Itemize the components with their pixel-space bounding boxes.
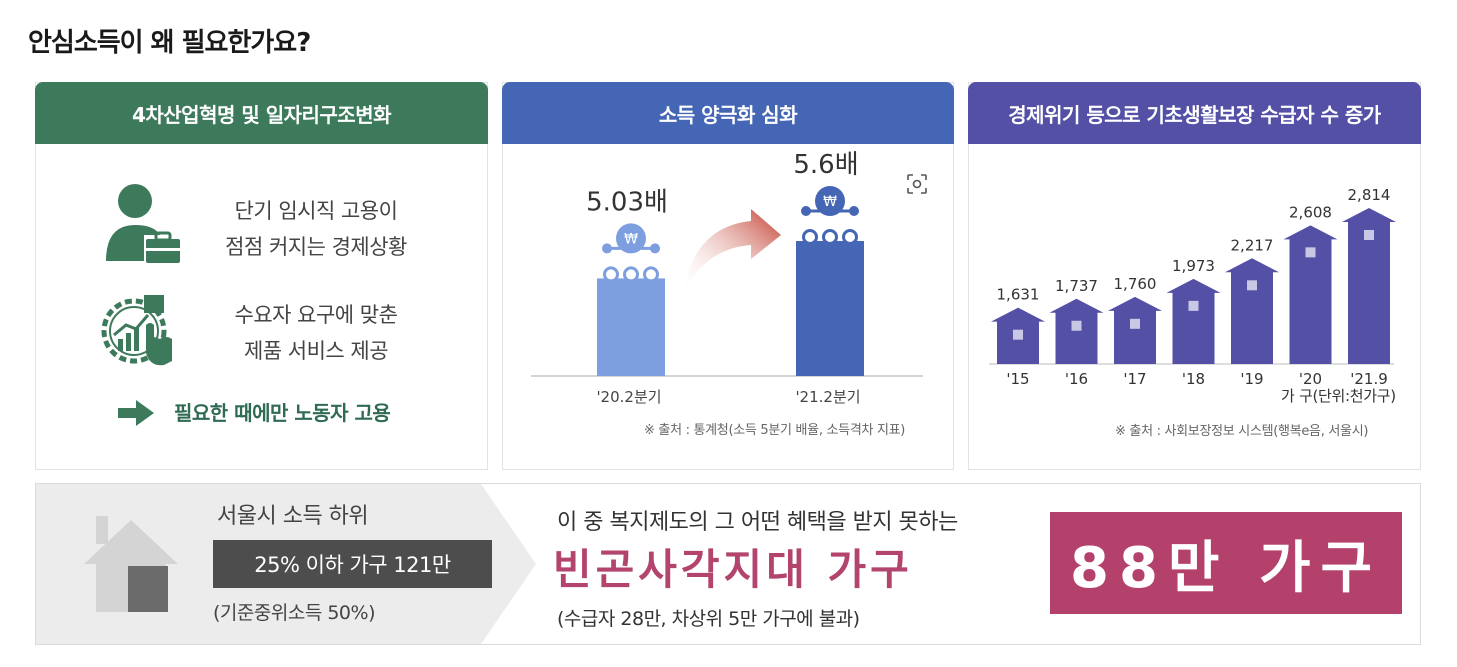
bar-4 bbox=[1225, 258, 1279, 364]
currency-symbol: ₩ bbox=[823, 194, 837, 210]
value-label-2: 1,760 bbox=[1114, 275, 1157, 293]
item1-line1: 단기 임시직 고용이 bbox=[234, 199, 398, 223]
bar-6 bbox=[1342, 208, 1396, 364]
people-icon bbox=[603, 266, 659, 283]
right-arrow-icon bbox=[118, 400, 154, 426]
value-label-1: 1,737 bbox=[1055, 277, 1098, 295]
category-label-0: '15 bbox=[1006, 370, 1029, 388]
panel-recipients-increase: 경제위기 등으로 기초생활보장 수급자 수 증가 1,631 '15 1,737 '1… bbox=[968, 82, 1421, 470]
bottom-households-box: 25% 이하 가구 121만 bbox=[213, 540, 492, 588]
value-label-4: 2,217 bbox=[1231, 236, 1274, 254]
source-note: ※ 출처 : 통계청(소득 5분기 배율, 소득격차 지표) bbox=[644, 423, 906, 438]
bar-2 bbox=[1108, 296, 1162, 364]
gear-chart-hand-icon bbox=[101, 295, 172, 366]
bottom-banner: 서울시 소득 하위 25% 이하 가구 121만 (기준중위소득 50%) 이 … bbox=[35, 483, 1421, 645]
bar-window-0 bbox=[1013, 329, 1023, 340]
category-label-4: '19 bbox=[1240, 370, 1263, 388]
bottom-note: (기준중위소득 50%) bbox=[213, 602, 375, 624]
conclusion-text: 필요한 때에만 노동자 고용 bbox=[174, 401, 391, 425]
panel-header: 4차산업혁명 및 일자리구조변화 bbox=[35, 82, 488, 144]
households-badge: 88만 가구 bbox=[1050, 512, 1402, 614]
item2-line1: 수요자 요구에 맞춘 bbox=[234, 303, 398, 327]
bar-window-6 bbox=[1364, 230, 1374, 240]
bar-3 bbox=[1166, 278, 1221, 364]
bar-window-4 bbox=[1247, 280, 1257, 291]
bar-1 bbox=[1049, 298, 1104, 364]
category-label-1: '21.2분기 bbox=[795, 388, 860, 405]
page-title: 안심소득이 왜 필요한가요? bbox=[28, 28, 311, 58]
bottom-title: 서울시 소득 하위 bbox=[217, 504, 369, 529]
bar-window-2 bbox=[1130, 318, 1140, 329]
bottom-line3: (수급자 28만, 차상위 5만 가구에 불과) bbox=[557, 608, 860, 630]
panel-income-polarization: 소득 양극화 심화 ₩5.03배 '20.2분기 ₩5.6배 '21.2분기 ※ 출처… bbox=[502, 82, 954, 470]
item1-text: 단기 임시직 고용이 점점 커지는 경제상황 bbox=[196, 193, 436, 265]
won-coin-icon: ₩ bbox=[801, 186, 859, 216]
source-note: ※ 출처 : 사회보장정보 시스템(행복e음, 서울시) bbox=[1115, 424, 1369, 439]
item2-line2: 제품 서비스 제공 bbox=[243, 339, 389, 363]
value-label-3: 1,973 bbox=[1172, 257, 1215, 275]
increase-arrow bbox=[683, 209, 781, 295]
worker-briefcase-icon bbox=[106, 184, 180, 263]
value-label-0: 1,631 bbox=[997, 286, 1040, 304]
bar-window-3 bbox=[1188, 300, 1199, 311]
recipients-chart: 1,631 '15 1,737 '16 1,760 '17 1,973 '18 2,217 '19… bbox=[989, 186, 1396, 388]
item2-text: 수요자 요구에 맞춘 제품 서비스 제공 bbox=[196, 297, 436, 369]
category-label-0: '20.2분기 bbox=[596, 388, 661, 405]
panel-industrial-revolution: 4차산업혁명 및 일자리구조변화 단기 임시직 고용이 점점 커지는 경제상황 … bbox=[35, 82, 488, 470]
category-label-5: '20 bbox=[1299, 370, 1322, 388]
bar-5 bbox=[1283, 225, 1338, 364]
capture-icon[interactable] bbox=[906, 173, 928, 195]
bottom-line1: 이 중 복지제도의 그 어떤 혜택을 받지 못하는 bbox=[557, 510, 958, 535]
value-label-5: 2,608 bbox=[1289, 203, 1332, 221]
unit-label: 가 구(단위:천가구) bbox=[1281, 387, 1396, 405]
panel-header: 소득 양극화 심화 bbox=[502, 82, 954, 144]
currency-symbol: ₩ bbox=[624, 231, 638, 247]
category-label-6: '21.9 bbox=[1350, 370, 1388, 388]
bar-window-1 bbox=[1071, 320, 1082, 331]
income-ratio-chart: ₩5.03배 '20.2분기 ₩5.6배 '21.2분기 bbox=[531, 150, 923, 405]
value-label-1: 5.6배 bbox=[793, 150, 858, 180]
panel-header: 경제위기 등으로 기초생활보장 수급자 수 증가 bbox=[968, 82, 1421, 144]
bar-0 bbox=[597, 278, 665, 376]
category-label-1: '16 bbox=[1065, 370, 1088, 388]
category-label-2: '17 bbox=[1123, 370, 1146, 388]
house-icon bbox=[84, 516, 178, 612]
value-label-6: 2,814 bbox=[1348, 186, 1391, 204]
bar-window-5 bbox=[1305, 247, 1316, 258]
blind-spot-heading: 빈곤사각지대 가구 bbox=[553, 545, 913, 594]
people-icon bbox=[802, 229, 858, 245]
item1-line2: 점점 커지는 경제상황 bbox=[225, 235, 407, 259]
bar-1 bbox=[796, 241, 864, 376]
value-label-0: 5.03배 bbox=[586, 187, 668, 217]
category-label-3: '18 bbox=[1182, 370, 1205, 388]
won-coin-icon: ₩ bbox=[602, 223, 660, 254]
